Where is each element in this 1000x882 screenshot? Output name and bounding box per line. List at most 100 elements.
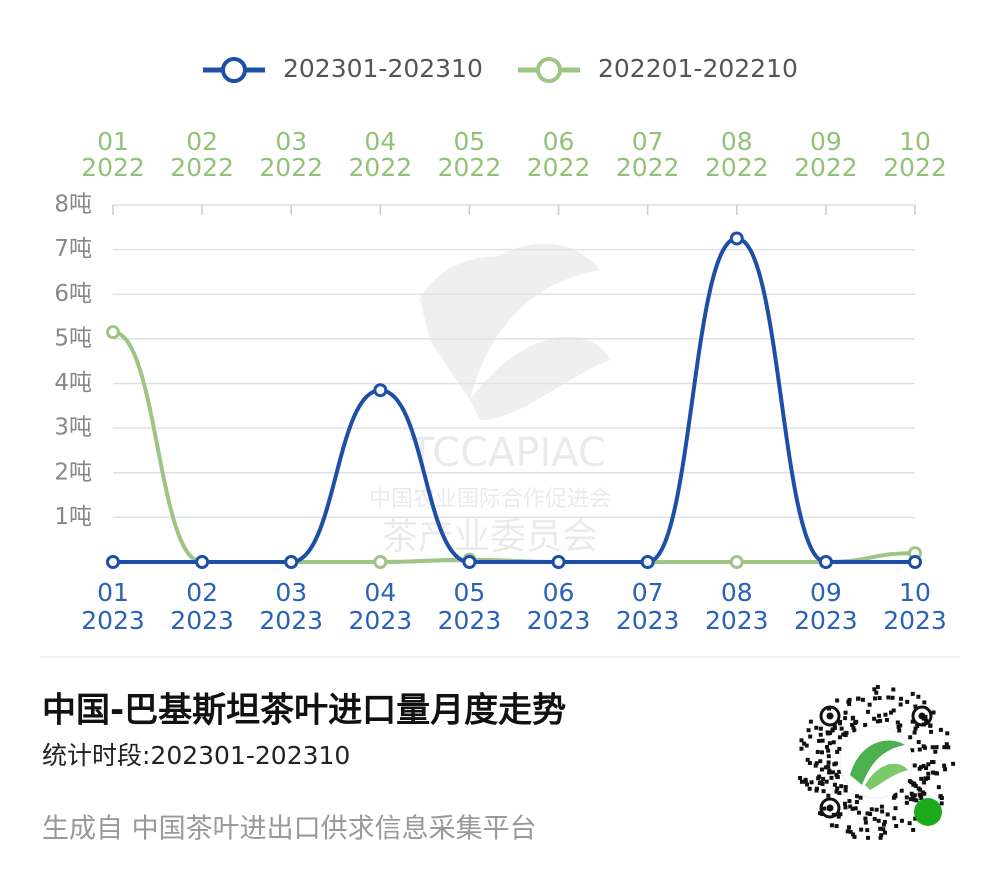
qr-dot <box>907 821 912 826</box>
x-tick-year: 2023 <box>259 606 323 635</box>
qr-dot <box>867 702 872 707</box>
qr-dot <box>819 767 824 772</box>
qr-dot <box>921 764 926 769</box>
qr-dot <box>881 827 886 832</box>
qr-dot <box>827 770 832 775</box>
qr-dot <box>865 811 870 816</box>
qr-dot <box>843 805 848 810</box>
qr-dot <box>913 783 918 788</box>
qr-dot <box>803 777 808 782</box>
qr-dot <box>909 780 914 785</box>
qr-dot <box>835 749 840 754</box>
qr-dot <box>915 724 920 729</box>
qr-dot <box>905 699 910 704</box>
top-tick-label: 02 <box>186 127 218 156</box>
qr-dot <box>910 719 915 724</box>
qr-dot <box>943 767 948 772</box>
qr-dot <box>817 780 822 785</box>
qr-dot <box>939 801 944 806</box>
qr-dot <box>910 691 915 696</box>
qr-dot <box>912 781 917 786</box>
qr-dot <box>830 770 835 775</box>
qr-dot <box>831 740 836 745</box>
qr-dot <box>858 795 863 800</box>
qr-dot <box>945 731 950 736</box>
qr-dot <box>838 719 843 724</box>
top-tick-year: 2022 <box>883 153 947 182</box>
qr-dot <box>912 730 917 735</box>
qr-dot <box>821 789 826 794</box>
y-tick-label: 3吨 <box>54 415 92 441</box>
qr-dot <box>824 779 829 784</box>
qr-dot <box>798 776 803 781</box>
watermark-text: 中国农业国际合作促进会 <box>369 487 611 512</box>
x-tick-year: 2023 <box>705 606 769 635</box>
qr-dot <box>843 710 848 715</box>
qr-dot <box>855 794 860 799</box>
legend-label: 202301-202310 <box>283 54 483 83</box>
qr-dot <box>834 824 839 829</box>
qr-dot <box>808 734 813 739</box>
point <box>195 555 210 569</box>
qr-dot <box>850 806 855 811</box>
x-tick-year: 2023 <box>794 606 858 635</box>
qr-dot <box>856 696 861 701</box>
qr-dot <box>883 712 888 717</box>
qr-dot <box>809 780 814 785</box>
point <box>551 555 566 569</box>
qr-dot <box>807 760 812 765</box>
qr-dot <box>838 812 843 817</box>
qr-dot <box>868 812 873 817</box>
point <box>729 231 744 246</box>
qr-dot <box>919 796 924 801</box>
qr-dot <box>835 698 840 703</box>
qr-dot <box>872 716 877 721</box>
qr-dot <box>898 702 903 707</box>
top-tick-year: 2022 <box>794 153 858 182</box>
qr-dot <box>825 730 830 735</box>
qr-dot <box>883 830 888 835</box>
x-tick-year: 2023 <box>81 606 145 635</box>
qr-dot <box>916 740 921 745</box>
x-tick-year: 2023 <box>170 606 234 635</box>
qr-dot <box>863 816 868 821</box>
qr-dot <box>829 823 834 828</box>
qr-dot <box>843 733 848 738</box>
point <box>908 555 922 569</box>
qr-dot <box>814 761 819 766</box>
qr-dot <box>863 820 868 825</box>
qr-dot <box>834 789 839 794</box>
qr-dot <box>910 748 915 753</box>
qr-dot <box>818 759 823 764</box>
qr-dot <box>904 800 909 805</box>
qr-code <box>796 682 956 842</box>
x-tick-year: 2023 <box>883 606 947 635</box>
qr-dot <box>825 745 830 750</box>
qr-dot <box>853 806 858 811</box>
point <box>818 555 833 569</box>
top-tick-year: 2022 <box>705 153 769 182</box>
qr-dot <box>827 741 832 746</box>
qr-dot <box>880 809 885 814</box>
top-tick-year: 2022 <box>438 153 502 182</box>
qr-dot <box>933 771 938 776</box>
qr-dot <box>837 769 842 774</box>
subtitle: 统计时段:202301-202310 <box>42 741 350 770</box>
qr-dot <box>878 718 883 723</box>
top-tick-label: 10 <box>899 127 931 156</box>
qr-dot <box>823 765 828 770</box>
qr-dot <box>847 799 852 804</box>
qr-dot <box>874 807 879 812</box>
qr-dot <box>912 763 917 768</box>
x-tick-label: 10 <box>899 578 931 607</box>
qr-dot <box>922 791 927 796</box>
qr-dot <box>889 710 894 715</box>
qr-dot <box>922 780 927 785</box>
top-tick-year: 2022 <box>527 153 591 182</box>
qr-dot <box>822 806 827 811</box>
qr-dot <box>913 726 918 731</box>
qr-dot <box>881 822 886 827</box>
qr-dot <box>892 816 897 821</box>
legend-label: 202201-202210 <box>598 54 798 83</box>
